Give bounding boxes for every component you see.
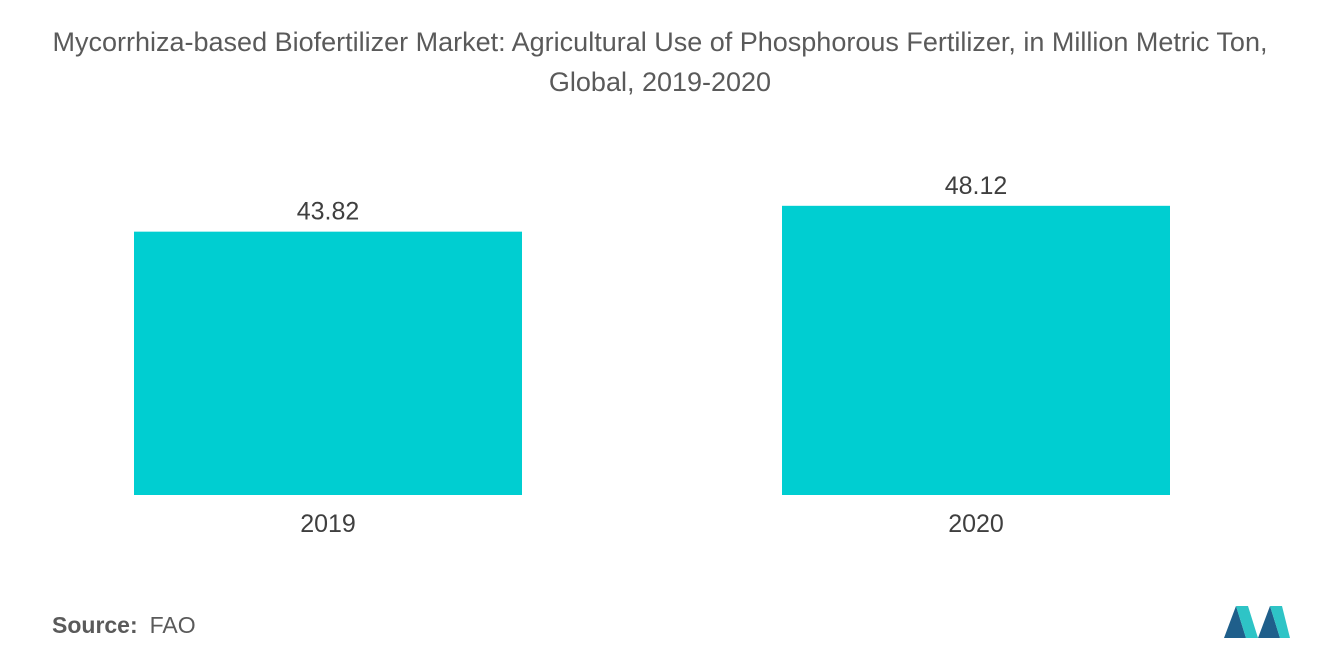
x-tick-label-2020: 2020	[948, 510, 1004, 538]
mordor-intelligence-logo-icon	[1224, 606, 1290, 638]
chart-title: Mycorrhiza-based Biofertilizer Market: A…	[52, 27, 1268, 97]
source-note: Source: FAO	[52, 612, 196, 639]
bar-2019	[134, 231, 522, 495]
data-label-2020: 48.12	[945, 172, 1008, 200]
source-value: FAO	[149, 612, 196, 638]
bar-2020	[782, 205, 1170, 495]
x-tick-label-2019: 2019	[300, 510, 356, 538]
data-label-2019: 43.82	[297, 198, 360, 226]
source-label: Source:	[52, 612, 138, 638]
